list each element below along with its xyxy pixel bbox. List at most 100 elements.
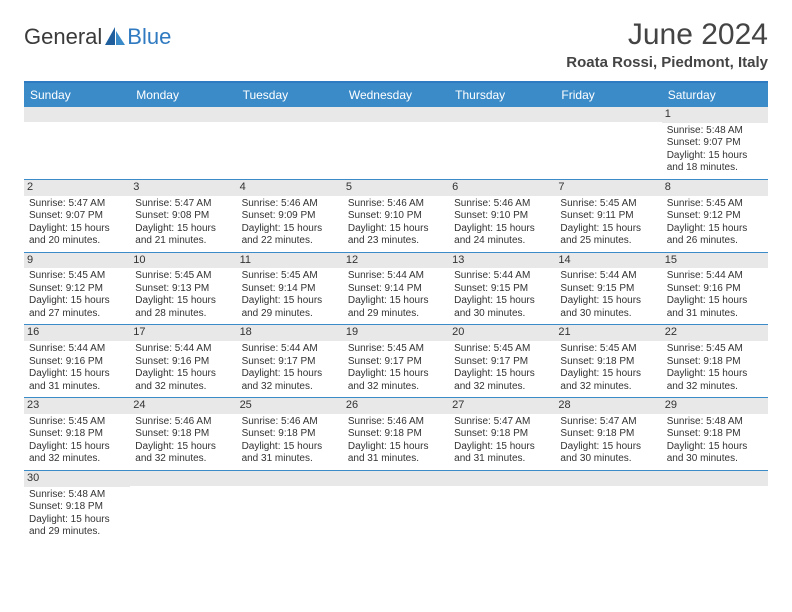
weekday-label: Thursday: [449, 83, 555, 107]
daylight-text: Daylight: 15 hours: [454, 295, 550, 308]
daylight-text: and 32 minutes.: [560, 381, 656, 394]
daylight-text: and 30 minutes.: [560, 453, 656, 466]
daylight-text: Daylight: 15 hours: [348, 368, 444, 381]
sunset-text: Sunset: 9:18 PM: [667, 428, 763, 441]
sunset-text: Sunset: 9:07 PM: [29, 210, 125, 223]
logo: General Blue: [24, 18, 171, 50]
sunrise-text: Sunrise: 5:48 AM: [29, 489, 125, 502]
day-number: 10: [130, 253, 236, 269]
weekday-header: Sunday Monday Tuesday Wednesday Thursday…: [24, 83, 768, 107]
sunset-text: Sunset: 9:18 PM: [29, 428, 125, 441]
daylight-text: Daylight: 15 hours: [29, 368, 125, 381]
calendar-cell: [130, 107, 236, 179]
sunset-text: Sunset: 9:17 PM: [348, 356, 444, 369]
daylight-text: Daylight: 15 hours: [667, 295, 763, 308]
day-number: 20: [449, 325, 555, 341]
daylight-text: Daylight: 15 hours: [667, 441, 763, 454]
calendar-cell: 24Sunrise: 5:46 AMSunset: 9:18 PMDayligh…: [130, 398, 236, 470]
day-number: 29: [662, 398, 768, 414]
daylight-text: and 30 minutes.: [560, 308, 656, 321]
calendar-week: 16Sunrise: 5:44 AMSunset: 9:16 PMDayligh…: [24, 325, 768, 398]
daylight-text: and 30 minutes.: [454, 308, 550, 321]
sunrise-text: Sunrise: 5:45 AM: [667, 198, 763, 211]
daylight-text: and 31 minutes.: [667, 308, 763, 321]
day-number: [24, 107, 130, 122]
day-number: [237, 107, 343, 122]
daylight-text: Daylight: 15 hours: [29, 295, 125, 308]
calendar-cell: [555, 471, 661, 543]
sunset-text: Sunset: 9:10 PM: [348, 210, 444, 223]
calendar-cell: 6Sunrise: 5:46 AMSunset: 9:10 PMDaylight…: [449, 180, 555, 252]
sunset-text: Sunset: 9:13 PM: [135, 283, 231, 296]
daylight-text: and 30 minutes.: [667, 453, 763, 466]
day-number: 17: [130, 325, 236, 341]
daylight-text: and 29 minutes.: [242, 308, 338, 321]
day-number: 27: [449, 398, 555, 414]
sunrise-text: Sunrise: 5:44 AM: [348, 270, 444, 283]
logo-text-1: General: [24, 24, 102, 50]
calendar-cell: 26Sunrise: 5:46 AMSunset: 9:18 PMDayligh…: [343, 398, 449, 470]
sunrise-text: Sunrise: 5:44 AM: [454, 270, 550, 283]
sunrise-text: Sunrise: 5:45 AM: [560, 343, 656, 356]
weekday-label: Saturday: [662, 83, 768, 107]
day-number: 15: [662, 253, 768, 269]
calendar-cell: 16Sunrise: 5:44 AMSunset: 9:16 PMDayligh…: [24, 325, 130, 397]
sunset-text: Sunset: 9:17 PM: [454, 356, 550, 369]
daylight-text: and 32 minutes.: [454, 381, 550, 394]
title-block: June 2024 Roata Rossi, Piedmont, Italy: [566, 18, 768, 71]
day-number: 26: [343, 398, 449, 414]
sunset-text: Sunset: 9:17 PM: [242, 356, 338, 369]
calendar-week: 9Sunrise: 5:45 AMSunset: 9:12 PMDaylight…: [24, 253, 768, 326]
sunset-text: Sunset: 9:10 PM: [454, 210, 550, 223]
sunset-text: Sunset: 9:18 PM: [348, 428, 444, 441]
calendar-week: 30Sunrise: 5:48 AMSunset: 9:18 PMDayligh…: [24, 471, 768, 543]
sunrise-text: Sunrise: 5:47 AM: [454, 416, 550, 429]
daylight-text: Daylight: 15 hours: [348, 223, 444, 236]
day-number: 22: [662, 325, 768, 341]
calendar-cell: [449, 471, 555, 543]
calendar-cell: [555, 107, 661, 179]
daylight-text: Daylight: 15 hours: [242, 368, 338, 381]
daylight-text: and 26 minutes.: [667, 235, 763, 248]
calendar-cell: 15Sunrise: 5:44 AMSunset: 9:16 PMDayligh…: [662, 253, 768, 325]
sunset-text: Sunset: 9:18 PM: [242, 428, 338, 441]
daylight-text: Daylight: 15 hours: [667, 150, 763, 163]
daylight-text: Daylight: 15 hours: [135, 223, 231, 236]
daylight-text: Daylight: 15 hours: [560, 441, 656, 454]
sunrise-text: Sunrise: 5:45 AM: [454, 343, 550, 356]
calendar-cell: [449, 107, 555, 179]
sunrise-text: Sunrise: 5:45 AM: [667, 343, 763, 356]
sunset-text: Sunset: 9:18 PM: [135, 428, 231, 441]
sunrise-text: Sunrise: 5:46 AM: [242, 198, 338, 211]
weekday-label: Friday: [555, 83, 661, 107]
daylight-text: Daylight: 15 hours: [135, 295, 231, 308]
sunset-text: Sunset: 9:18 PM: [560, 356, 656, 369]
calendar-cell: 20Sunrise: 5:45 AMSunset: 9:17 PMDayligh…: [449, 325, 555, 397]
calendar-cell: 4Sunrise: 5:46 AMSunset: 9:09 PMDaylight…: [237, 180, 343, 252]
sunset-text: Sunset: 9:07 PM: [667, 137, 763, 150]
day-number: 9: [24, 253, 130, 269]
day-number: [662, 471, 768, 486]
day-number: 12: [343, 253, 449, 269]
day-number: 25: [237, 398, 343, 414]
day-number: [130, 107, 236, 122]
calendar-cell: 29Sunrise: 5:48 AMSunset: 9:18 PMDayligh…: [662, 398, 768, 470]
calendar-cell: [343, 107, 449, 179]
daylight-text: and 32 minutes.: [29, 453, 125, 466]
sunrise-text: Sunrise: 5:46 AM: [348, 416, 444, 429]
day-number: 18: [237, 325, 343, 341]
calendar-cell: 8Sunrise: 5:45 AMSunset: 9:12 PMDaylight…: [662, 180, 768, 252]
daylight-text: Daylight: 15 hours: [242, 295, 338, 308]
calendar-cell: [24, 107, 130, 179]
day-number: 21: [555, 325, 661, 341]
daylight-text: Daylight: 15 hours: [560, 368, 656, 381]
logo-text-2: Blue: [127, 24, 171, 50]
weekday-label: Wednesday: [343, 83, 449, 107]
daylight-text: and 31 minutes.: [242, 453, 338, 466]
day-number: 7: [555, 180, 661, 196]
sunset-text: Sunset: 9:18 PM: [560, 428, 656, 441]
daylight-text: Daylight: 15 hours: [29, 441, 125, 454]
daylight-text: and 24 minutes.: [454, 235, 550, 248]
sunset-text: Sunset: 9:12 PM: [667, 210, 763, 223]
sunrise-text: Sunrise: 5:46 AM: [135, 416, 231, 429]
